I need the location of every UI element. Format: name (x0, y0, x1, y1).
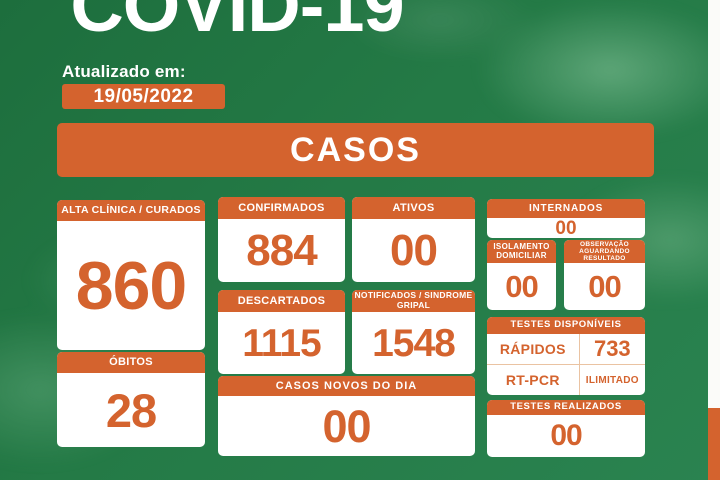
updated-label: Atualizado em: (62, 62, 186, 81)
card-observacao-value: 00 (588, 269, 621, 304)
test-rtpcr-value: ILIMITADO (585, 374, 639, 386)
card-internados-value: 00 (555, 217, 577, 238)
card-alta-clinica-label: ALTA CLÍNICA / CURADOS (57, 200, 205, 221)
card-testes-realizados-label: TESTES REALIZADOS (487, 400, 645, 415)
table-row: RT-PCR ILIMITADO (487, 364, 645, 395)
card-notificados-sindrome-gripal: NOTIFICADOS / SINDROME GRIPAL 1548 (352, 290, 475, 374)
card-descartados: DESCARTADOS 1115 (218, 290, 345, 374)
card-descartados-label: DESCARTADOS (218, 290, 345, 312)
card-obitos-value: 28 (105, 383, 157, 437)
card-testes-realizados: TESTES REALIZADOS 00 (487, 400, 645, 457)
card-ativos-value: 00 (390, 225, 438, 275)
card-casos-novos-do-dia: CASOS NOVOS DO DIA 00 (218, 376, 475, 456)
card-ativos-label: ATIVOS (352, 197, 475, 219)
card-confirmados: CONFIRMADOS 884 (218, 197, 345, 282)
card-casos-novos-label: CASOS NOVOS DO DIA (218, 376, 475, 396)
card-obitos: ÓBITOS 28 (57, 352, 205, 447)
card-confirmados-value: 884 (246, 225, 317, 275)
updated-date-badge: 19/05/2022 (62, 84, 225, 109)
test-type-rtpcr: RT-PCR (487, 365, 580, 395)
section-header-label: CASOS (290, 130, 421, 169)
page-title: COVID-19 (70, 0, 404, 47)
table-row: RÁPIDOS 733 (487, 334, 645, 364)
card-alta-clinica-curados: ALTA CLÍNICA / CURADOS 860 (57, 200, 205, 350)
card-observacao-label: OBSERVAÇÃO AGUARDANDO RESULTADO (564, 240, 645, 263)
card-testes-realizados-value: 00 (550, 419, 582, 452)
section-header-casos: CASOS (57, 123, 654, 177)
card-testes-disponiveis-label: TESTES DISPONÍVEIS (487, 317, 645, 334)
testes-disponiveis-table: RÁPIDOS 733 RT-PCR ILIMITADO (487, 334, 645, 395)
card-casos-novos-value: 00 (322, 400, 371, 452)
card-confirmados-label: CONFIRMADOS (218, 197, 345, 219)
card-observacao-aguardando-resultado: OBSERVAÇÃO AGUARDANDO RESULTADO 00 (564, 240, 645, 310)
right-edge-partial-card-orange (708, 408, 720, 480)
card-internados: INTERNADOS 00 (487, 199, 645, 238)
card-notificados-value: 1548 (372, 321, 456, 365)
test-type-rapidos: RÁPIDOS (487, 334, 580, 364)
card-isolamento-value: 00 (505, 269, 538, 304)
right-edge-partial-card (708, 0, 720, 480)
card-testes-disponiveis: TESTES DISPONÍVEIS RÁPIDOS 733 RT-PCR IL… (487, 317, 645, 395)
card-isolamento-domiciliar: ISOLAMENTO DOMICILIAR 00 (487, 240, 556, 310)
card-descartados-value: 1115 (242, 321, 321, 365)
updated-date: 19/05/2022 (93, 85, 194, 107)
card-notificados-label: NOTIFICADOS / SINDROME GRIPAL (352, 290, 475, 312)
card-obitos-label: ÓBITOS (57, 352, 205, 373)
card-ativos: ATIVOS 00 (352, 197, 475, 282)
card-alta-clinica-value: 860 (75, 247, 187, 324)
test-rapidos-value: 733 (593, 336, 631, 361)
card-isolamento-label: ISOLAMENTO DOMICILIAR (487, 240, 556, 263)
card-internados-label: INTERNADOS (487, 199, 645, 218)
